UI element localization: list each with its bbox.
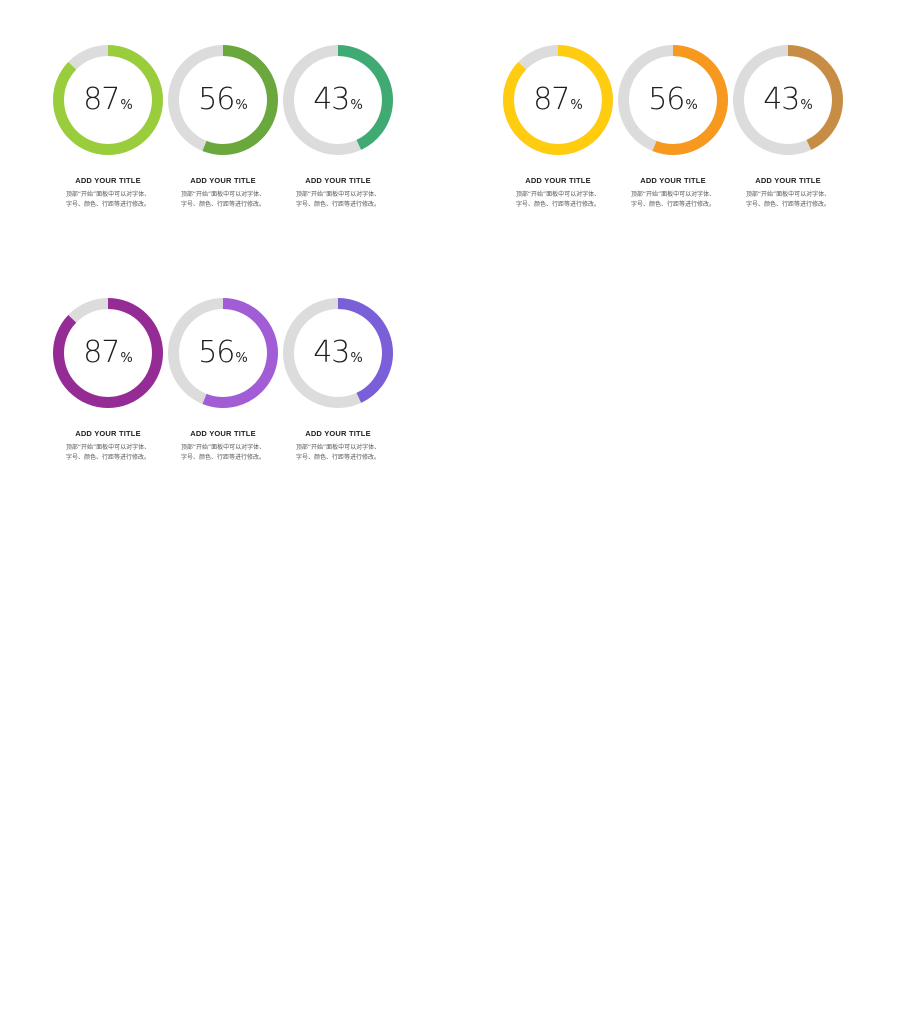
donut-chart <box>283 45 393 155</box>
card-description-line: 字号、颜色、行距等进行修改。 <box>515 201 600 208</box>
donut-chart <box>168 298 278 408</box>
donut-card: 56 % ADD YOUR TITLE 顶部“开始”面板中可以对字体、 字号、颜… <box>165 45 280 225</box>
card-description-line: 顶部“开始”面板中可以对字体、 <box>295 444 381 451</box>
card-title: ADD YOUR TITLE <box>305 429 371 438</box>
donut-group-green: 87 % ADD YOUR TITLE 顶部“开始”面板中可以对字体、 字号、颜… <box>50 45 395 225</box>
donut-svg <box>283 298 393 408</box>
card-description-line: 字号、颜色、行距等进行修改。 <box>65 201 150 208</box>
donut-chart <box>53 45 163 155</box>
card-title: ADD YOUR TITLE <box>75 176 141 185</box>
card-description-line: 顶部“开始”面板中可以对字体、 <box>745 191 831 198</box>
card-description-line: 顶部“开始”面板中可以对字体、 <box>65 444 151 451</box>
card-description: 顶部“开始”面板中可以对字体、 字号、颜色、行距等进行修改。 <box>58 443 158 463</box>
donut-svg <box>503 45 613 155</box>
donut-card: 87 % ADD YOUR TITLE 顶部“开始”面板中可以对字体、 字号、颜… <box>500 45 615 225</box>
donut-chart <box>53 298 163 408</box>
card-title: ADD YOUR TITLE <box>305 176 371 185</box>
donut-group-orange: 87 % ADD YOUR TITLE 顶部“开始”面板中可以对字体、 字号、颜… <box>500 45 845 225</box>
donut-progress-arc <box>283 45 393 155</box>
donut-card: 43 % ADD YOUR TITLE 顶部“开始”面板中可以对字体、 字号、颜… <box>280 298 395 478</box>
card-description-line: 顶部“开始”面板中可以对字体、 <box>65 191 151 198</box>
donut-svg <box>283 45 393 155</box>
card-description-line: 字号、颜色、行距等进行修改。 <box>745 201 830 208</box>
donut-card: 43 % ADD YOUR TITLE 顶部“开始”面板中可以对字体、 字号、颜… <box>730 45 845 225</box>
card-description-line: 字号、颜色、行距等进行修改。 <box>180 454 265 461</box>
donut-chart <box>618 45 728 155</box>
donut-svg <box>733 45 843 155</box>
card-description-line: 字号、颜色、行距等进行修改。 <box>630 201 715 208</box>
card-description-line: 顶部“开始”面板中可以对字体、 <box>295 191 381 198</box>
donut-card: 87 % ADD YOUR TITLE 顶部“开始”面板中可以对字体、 字号、颜… <box>50 298 165 478</box>
card-title: ADD YOUR TITLE <box>640 176 706 185</box>
donut-card: 87 % ADD YOUR TITLE 顶部“开始”面板中可以对字体、 字号、颜… <box>50 45 165 225</box>
card-description: 顶部“开始”面板中可以对字体、 字号、颜色、行距等进行修改。 <box>173 190 273 210</box>
donut-progress-arc <box>733 45 843 155</box>
donut-group-purple: 87 % ADD YOUR TITLE 顶部“开始”面板中可以对字体、 字号、颜… <box>50 298 395 478</box>
donut-svg <box>618 45 728 155</box>
card-description: 顶部“开始”面板中可以对字体、 字号、颜色、行距等进行修改。 <box>623 190 723 210</box>
donut-progress-arc <box>283 298 393 408</box>
card-title: ADD YOUR TITLE <box>190 176 256 185</box>
donut-chart <box>733 45 843 155</box>
card-description-line: 字号、颜色、行距等进行修改。 <box>180 201 265 208</box>
card-title: ADD YOUR TITLE <box>75 429 141 438</box>
donut-progress-arc <box>53 45 163 155</box>
card-description-line: 顶部“开始”面板中可以对字体、 <box>515 191 601 198</box>
card-description: 顶部“开始”面板中可以对字体、 字号、颜色、行距等进行修改。 <box>508 190 608 210</box>
donut-svg <box>168 298 278 408</box>
donut-progress-arc <box>618 45 728 155</box>
card-description-line: 顶部“开始”面板中可以对字体、 <box>180 444 266 451</box>
card-description: 顶部“开始”面板中可以对字体、 字号、颜色、行距等进行修改。 <box>288 190 388 210</box>
card-description: 顶部“开始”面板中可以对字体、 字号、颜色、行距等进行修改。 <box>738 190 838 210</box>
donut-svg <box>53 45 163 155</box>
card-description-line: 字号、颜色、行距等进行修改。 <box>295 201 380 208</box>
card-description-line: 字号、颜色、行距等进行修改。 <box>65 454 150 461</box>
donut-progress-arc <box>53 298 163 408</box>
card-title: ADD YOUR TITLE <box>190 429 256 438</box>
card-description-line: 顶部“开始”面板中可以对字体、 <box>630 191 716 198</box>
card-description: 顶部“开始”面板中可以对字体、 字号、颜色、行距等进行修改。 <box>173 443 273 463</box>
donut-card: 56 % ADD YOUR TITLE 顶部“开始”面板中可以对字体、 字号、颜… <box>615 45 730 225</box>
donut-card: 56 % ADD YOUR TITLE 顶部“开始”面板中可以对字体、 字号、颜… <box>165 298 280 478</box>
card-description-line: 字号、颜色、行距等进行修改。 <box>295 454 380 461</box>
card-description: 顶部“开始”面板中可以对字体、 字号、颜色、行距等进行修改。 <box>58 190 158 210</box>
donut-svg <box>168 45 278 155</box>
donut-progress-arc <box>503 45 613 155</box>
card-title: ADD YOUR TITLE <box>525 176 591 185</box>
card-description: 顶部“开始”面板中可以对字体、 字号、颜色、行距等进行修改。 <box>288 443 388 463</box>
donut-card: 43 % ADD YOUR TITLE 顶部“开始”面板中可以对字体、 字号、颜… <box>280 45 395 225</box>
donut-chart <box>168 45 278 155</box>
donut-svg <box>53 298 163 408</box>
card-description-line: 顶部“开始”面板中可以对字体、 <box>180 191 266 198</box>
donut-chart <box>283 298 393 408</box>
card-title: ADD YOUR TITLE <box>755 176 821 185</box>
donut-progress-arc <box>168 298 278 408</box>
donut-progress-arc <box>168 45 278 155</box>
donut-chart <box>503 45 613 155</box>
